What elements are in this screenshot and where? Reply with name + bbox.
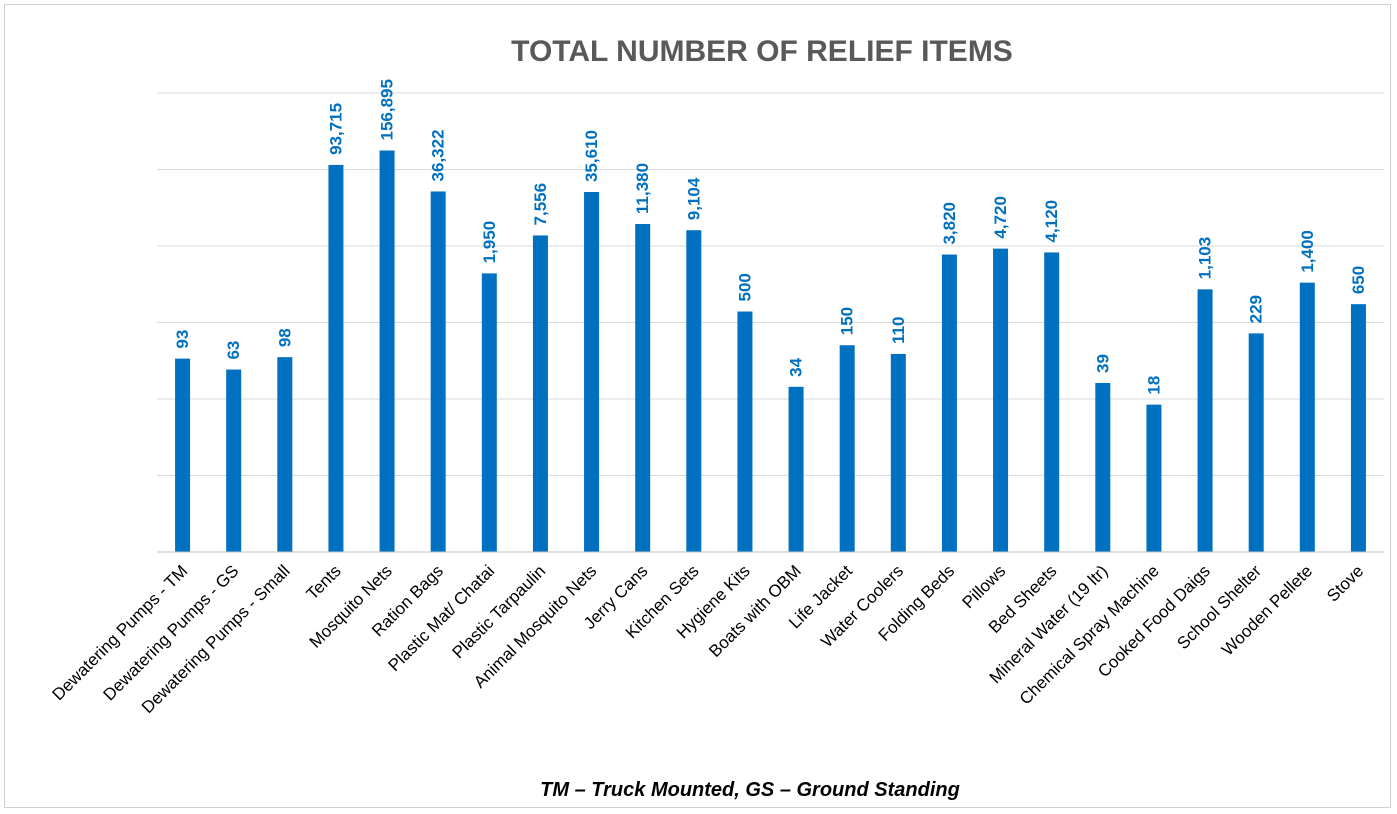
category-label: Tents [303,561,345,603]
bar [941,254,957,552]
data-label: 34 [787,357,806,376]
bar [890,353,906,552]
data-label: 156,895 [378,79,397,140]
chart-title: TOTAL NUMBER OF RELIEF ITEMS [511,35,1013,68]
bar [226,369,242,552]
bars [175,150,1366,552]
bar [532,235,548,552]
data-label: 39 [1093,354,1112,373]
bar [686,230,702,552]
data-label: 4,720 [991,196,1010,239]
bar [1095,382,1111,552]
bar [379,150,395,552]
data-label: 7,556 [531,183,550,226]
data-label: 18 [1144,376,1163,395]
data-label: 150 [838,307,857,335]
bar [737,311,753,552]
data-label: 35,610 [582,130,601,182]
bar [1044,252,1060,552]
category-label: Stove [1323,561,1367,605]
data-label: 9,104 [684,177,703,220]
category-label: Wooden Pellete [1218,561,1316,659]
bar [277,357,293,552]
bar [1146,404,1162,552]
data-label: 229 [1247,295,1266,323]
data-label: 93 [173,330,192,349]
bar [839,345,855,552]
bar [1299,282,1315,552]
category-label: Plastic Tarpaulin [449,561,550,662]
category-label: Pillows [959,561,1010,612]
bar [584,192,600,552]
gridlines [157,92,1384,476]
bar [993,248,1009,552]
data-label: 36,322 [429,129,448,181]
data-label: 4,120 [1042,200,1061,243]
bar [328,164,344,552]
bar [1248,333,1264,552]
data-label: 63 [224,341,243,360]
data-label: 98 [275,328,294,347]
bar [788,386,804,552]
category-label: Boats with OBM [705,561,805,661]
data-label: 500 [735,273,754,301]
bar [481,273,497,552]
bar [430,191,446,552]
bar [1350,304,1366,552]
data-labels: 93 63 98 93,715 156,895 36,322 1,950 7,556 35,61… [173,79,1368,395]
chart-footnote: TM – Truck Mounted, GS – Ground Standing [540,779,960,801]
data-label: 93,715 [326,103,345,155]
bar [635,223,651,552]
data-label: 1,400 [1298,230,1317,273]
bar [175,358,191,552]
data-label: 650 [1349,266,1368,294]
bar [1197,289,1213,552]
data-label: 11,380 [633,163,652,214]
data-label: 3,820 [940,202,959,245]
data-label: 1,950 [480,221,499,264]
data-label: 1,103 [1196,237,1215,280]
data-label: 110 [889,316,908,343]
